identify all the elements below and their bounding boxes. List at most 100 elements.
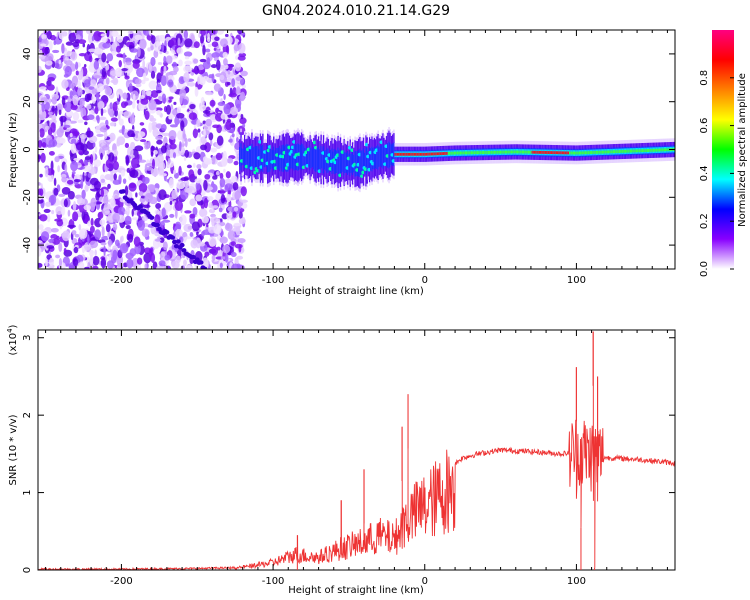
noise-speckle: [38, 239, 43, 244]
signal-band-mid: [362, 148, 365, 175]
signal-core: [628, 149, 630, 153]
signal-core: [624, 149, 627, 153]
noise-speckle: [192, 58, 199, 64]
signal-core: [476, 151, 479, 155]
noise-speckle: [200, 144, 208, 151]
noise-speckle: [108, 239, 112, 247]
noise-speckle: [104, 210, 111, 214]
signal-core: [643, 149, 645, 153]
noise-speckle: [173, 66, 179, 73]
spectrogram-x-axis-label: Height of straight line (km): [288, 286, 424, 297]
noise-speckle: [184, 137, 188, 148]
noise-speckle: [124, 57, 132, 63]
noise-speckle: [116, 34, 124, 43]
signal-band-mid: [315, 145, 317, 172]
noise-speckle: [226, 45, 230, 55]
signal-core: [490, 150, 492, 154]
noise-speckle: [160, 145, 167, 154]
noise-speckle: [48, 139, 58, 148]
noise-speckle: [224, 183, 233, 191]
noise-speckle: [58, 59, 62, 65]
noise-speckle: [72, 201, 77, 212]
signal-band-mid: [317, 146, 320, 172]
noise-speckle: [165, 148, 171, 157]
signal-core: [486, 151, 489, 154]
noise-speckle: [50, 122, 56, 133]
noise-speckle: [158, 189, 167, 201]
signal-core: [474, 151, 476, 155]
noise-speckle: [183, 30, 188, 40]
noise-speckle: [144, 163, 148, 172]
noise-speckle: [44, 166, 49, 178]
signal-core: [425, 152, 428, 156]
noise-speckle: [157, 61, 163, 66]
signal-core: [513, 150, 515, 154]
signal-core: [592, 151, 594, 154]
noise-speckle: [204, 216, 208, 222]
noise-speckle: [41, 142, 47, 148]
noise-speckle: [241, 84, 246, 89]
noise-speckle: [112, 212, 120, 223]
noise-speckle: [223, 168, 226, 173]
signal-core: [416, 152, 418, 156]
signal-core: [599, 150, 601, 154]
noise-speckle: [109, 197, 116, 209]
noise-speckle: [240, 113, 244, 120]
noise-speckle: [103, 85, 109, 89]
signal-core: [482, 151, 485, 154]
noise-speckle: [183, 259, 187, 267]
noise-speckle: [93, 30, 102, 42]
signal-band-mid: [259, 144, 262, 172]
signal-core: [563, 151, 565, 155]
signal-core: [582, 151, 584, 155]
noise-speckle: [197, 128, 201, 133]
noise-speckle: [112, 245, 118, 252]
noise-speckle: [51, 96, 58, 105]
noise-speckle: [88, 48, 97, 53]
noise-speckle: [208, 202, 213, 209]
signal-core: [600, 150, 603, 154]
signal-core: [651, 148, 654, 152]
noise-speckle: [176, 106, 182, 115]
signal-core: [667, 148, 669, 152]
noise-speckle: [184, 56, 190, 60]
noise-speckle: [178, 141, 182, 152]
signal-band-mid: [366, 147, 368, 174]
noise-speckle: [196, 164, 202, 169]
noise-speckle: [39, 128, 45, 138]
noise-speckle: [112, 161, 119, 171]
noise-speckle: [205, 118, 213, 127]
noise-speckle: [232, 182, 239, 191]
noise-speckle: [153, 149, 158, 155]
signal-core: [635, 149, 638, 153]
snr-x-tick-label: -200: [110, 576, 133, 587]
noise-speckle: [106, 60, 109, 64]
signal-core: [557, 151, 559, 155]
signal-core: [601, 150, 604, 154]
noise-speckle: [189, 231, 194, 238]
signal-band-mid: [314, 145, 316, 172]
signal-band-mid: [302, 144, 304, 170]
signal-core: [629, 149, 632, 153]
noise-speckle: [89, 153, 94, 165]
noise-speckle: [228, 211, 233, 219]
noise-speckle: [56, 103, 63, 113]
noise-speckle: [225, 171, 231, 179]
noise-speckle: [79, 228, 88, 240]
colorbar: 0.0 0.2 0.4 0.6 0.8 Normalized spectral ampl…: [699, 30, 748, 277]
noise-speckle: [225, 120, 232, 131]
signal-core: [645, 149, 647, 152]
noise-speckle: [51, 105, 55, 112]
noise-speckle: [40, 231, 50, 242]
signal-core: [527, 150, 530, 154]
signal-band-mid: [376, 145, 378, 170]
noise-speckle: [206, 223, 209, 228]
signal-band-mid: [242, 148, 245, 165]
noise-speckle: [161, 93, 167, 104]
noise-speckle: [156, 109, 162, 116]
noise-speckle: [144, 144, 150, 150]
noise-speckle: [127, 146, 134, 158]
signal-band-mid: [263, 149, 265, 167]
snr-y-multiplier-close: ): [8, 324, 19, 328]
signal-core: [641, 149, 644, 153]
